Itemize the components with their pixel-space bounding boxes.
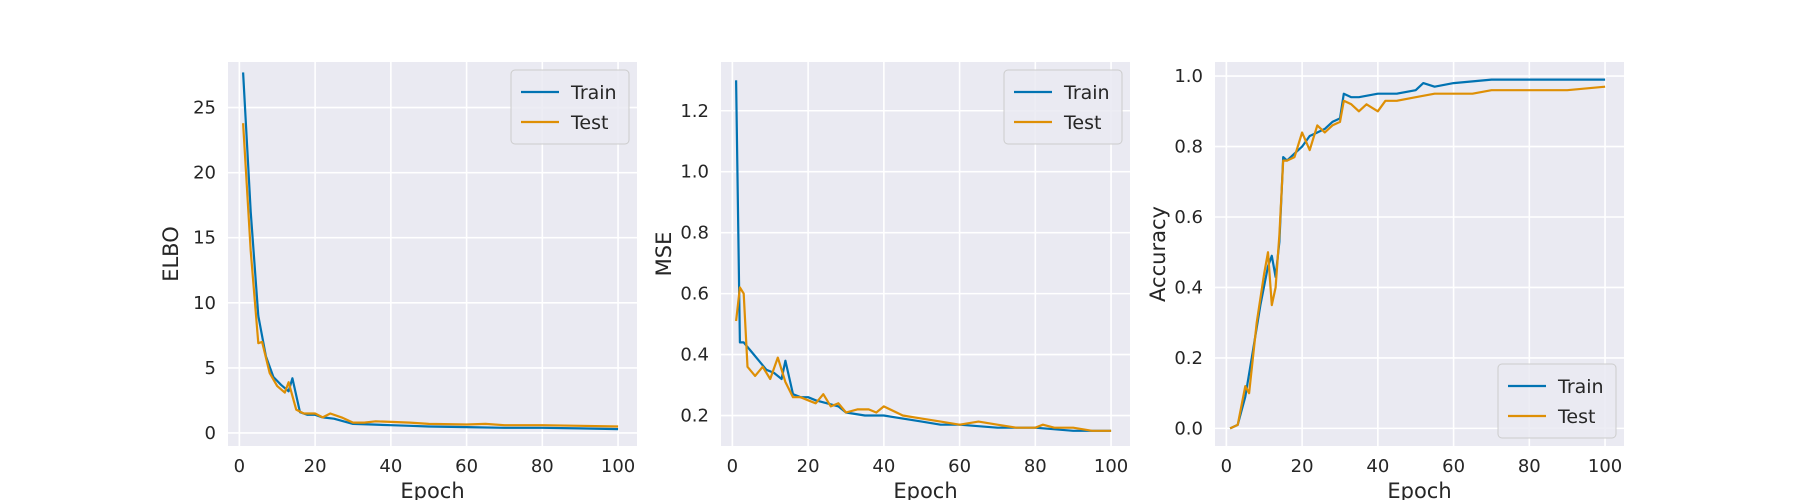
y-tick-label: 0.0 (1174, 418, 1203, 439)
x-tick-label: 0 (234, 456, 245, 477)
x-axis-label: Epoch (893, 479, 957, 500)
legend-box (1497, 363, 1617, 439)
x-tick-label: 80 (1518, 456, 1541, 477)
x-tick-label: 0 (1221, 456, 1232, 477)
y-tick-label: 0.2 (680, 406, 709, 427)
x-tick-label: 100 (1094, 456, 1128, 477)
y-tick-label: 10 (193, 293, 216, 314)
legend: Train Test (1497, 363, 1617, 439)
legend-label: Train (570, 82, 617, 104)
x-tick-label: 40 (1366, 456, 1389, 477)
chart-panel-3: 0 20 40 60 80 100 0.0 0.2 0.4 0.6 0.8 1.0 Epoch Accur… (1146, 62, 1624, 500)
y-tick-label: 0 (205, 423, 216, 444)
legend-label: Test (1557, 406, 1595, 428)
y-tick-label: 1.0 (1174, 66, 1203, 87)
series-line-test (242, 123, 619, 428)
y-tick-label: 0.4 (680, 345, 709, 366)
y-axis-label: Accuracy (1146, 206, 1170, 302)
chart-panel-1: 0 20 40 60 80 100 0 5 10 15 20 25 Epoch ELBO Train Test (159, 62, 637, 500)
x-axis-label: Epoch (1387, 479, 1451, 500)
y-tick-label: 5 (205, 358, 216, 379)
legend: Train Test (1003, 69, 1123, 145)
x-tick-label: 40 (379, 456, 402, 477)
x-tick-label: 100 (1588, 456, 1622, 477)
series-line-test (735, 286, 1112, 432)
y-tick-label: 1.0 (680, 162, 709, 183)
y-tick-label: 1.2 (680, 101, 709, 122)
x-tick-label: 0 (727, 456, 738, 477)
legend-label: Test (570, 112, 608, 134)
legend-box (1003, 69, 1123, 145)
y-axis-label: MSE (652, 232, 676, 277)
y-tick-label: 0.8 (1174, 137, 1203, 158)
y-tick-label: 20 (193, 163, 216, 184)
y-axis-label: ELBO (159, 226, 183, 282)
y-tick-label: 0.2 (1174, 348, 1203, 369)
chart-panel-2: 0 20 40 60 80 100 0.2 0.4 0.6 0.8 1.0 1.2 Epoch MSE Tr… (652, 62, 1130, 500)
x-axis-label: Epoch (400, 479, 464, 500)
x-tick-label: 60 (948, 456, 971, 477)
x-tick-label: 20 (797, 456, 820, 477)
x-tick-label: 20 (304, 456, 327, 477)
y-tick-label: 0.6 (1174, 207, 1203, 228)
y-tick-label: 25 (193, 98, 216, 119)
legend-label: Train (1557, 376, 1604, 398)
y-tick-label: 0.6 (680, 284, 709, 305)
legend: Train Test (510, 69, 630, 145)
legend-label: Train (1063, 82, 1110, 104)
x-tick-label: 60 (455, 456, 478, 477)
x-tick-label: 80 (531, 456, 554, 477)
y-tick-label: 0.8 (680, 223, 709, 244)
legend-box (510, 69, 630, 145)
y-tick-label: 0.4 (1174, 277, 1203, 298)
x-tick-label: 80 (1024, 456, 1047, 477)
x-tick-label: 60 (1442, 456, 1465, 477)
legend-label: Test (1063, 112, 1101, 134)
x-tick-label: 20 (1291, 456, 1314, 477)
x-tick-label: 100 (601, 456, 635, 477)
x-tick-label: 40 (872, 456, 895, 477)
y-tick-label: 15 (193, 228, 216, 249)
series-line-test (1229, 85, 1606, 430)
